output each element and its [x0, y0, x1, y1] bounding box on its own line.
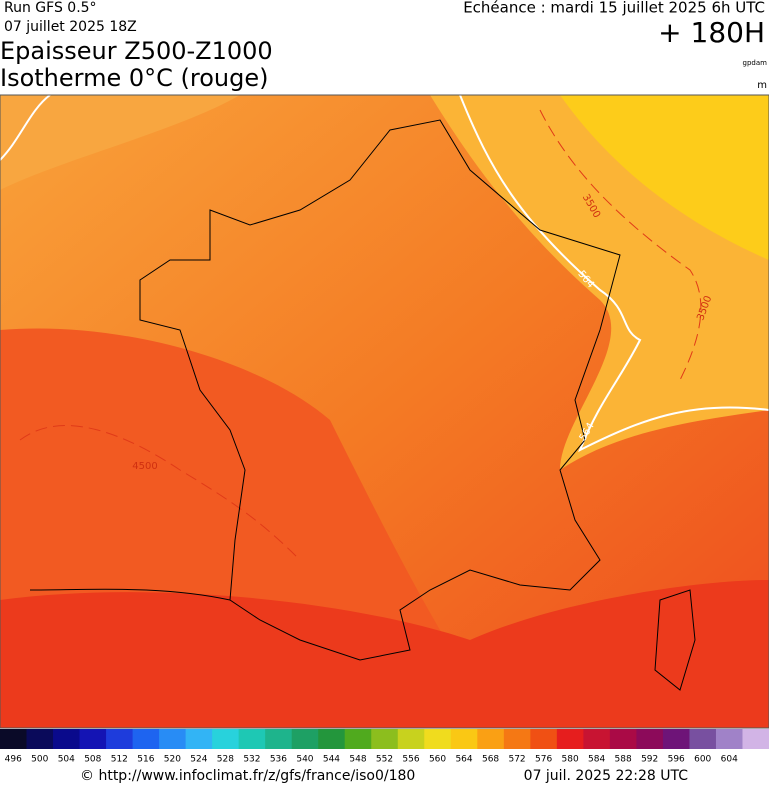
legend-label: 556: [402, 755, 419, 765]
legend-swatch: [238, 729, 266, 749]
legend-swatch: [0, 729, 28, 749]
legend-label: 520: [164, 755, 181, 765]
legend-label: 532: [243, 755, 260, 765]
legend-swatch: [265, 729, 293, 749]
legend-label: 568: [482, 755, 499, 765]
unit: gpdam: [743, 59, 768, 67]
field-zone: [0, 95, 240, 190]
legend-swatch: [159, 729, 187, 749]
legend-label: 552: [376, 755, 393, 765]
legend-label: 504: [58, 755, 75, 765]
isotherm-line: [539, 109, 702, 381]
field-zone: [0, 580, 769, 728]
legend-swatch: [689, 729, 717, 749]
legend-label: 544: [323, 755, 340, 765]
legend-label: 528: [217, 755, 234, 765]
france-outline: [139, 119, 621, 661]
color-legend: 496 500 504 508 512 516 520 524 528 532 536 540 544 5…: [0, 729, 769, 765]
legend-label: 564: [455, 755, 472, 765]
legend-label: 496: [5, 755, 22, 765]
isoline-564: [0, 94, 51, 161]
legend-swatch: [424, 729, 452, 749]
legend-swatch: [344, 729, 372, 749]
generated-time: 07 juil. 2025 22:28 UTC: [524, 768, 689, 784]
legend-swatch: [450, 729, 478, 749]
map-frame: [0, 94, 769, 729]
legend-label: 560: [429, 755, 446, 765]
map: 3500 3500 4500 564 564: [0, 94, 769, 729]
legend-swatch: [715, 729, 743, 749]
legend-swatch: [79, 729, 107, 749]
title: Epaisseur Z500-Z1000: [0, 37, 273, 65]
legend-label: 576: [535, 755, 552, 765]
legend-swatch: [530, 729, 558, 749]
legend-swatch: [318, 729, 346, 749]
legend-swatch: [636, 729, 664, 749]
source-url: © http://www.infoclimat.fr/z/gfs/france/…: [80, 768, 415, 784]
legend-swatch: [212, 729, 240, 749]
legend-swatch: [609, 729, 637, 749]
legend-label: 508: [84, 755, 101, 765]
legend-label: 596: [668, 755, 685, 765]
isotherm-line: [19, 425, 301, 561]
legend-label: 540: [296, 755, 313, 765]
legend-label: 588: [615, 755, 632, 765]
legend-swatch: [371, 729, 399, 749]
legend-label: 584: [588, 755, 605, 765]
legend-label: 548: [349, 755, 366, 765]
legend-swatch: [662, 729, 690, 749]
run-date: 07 juillet 2025 18Z: [4, 19, 137, 35]
contour-label: 4500: [132, 461, 157, 472]
lead-time: + 180H: [658, 16, 765, 49]
legend-label: 536: [270, 755, 287, 765]
legend-label: 592: [641, 755, 658, 765]
legend-swatch: [132, 729, 160, 749]
legend-label: 600: [694, 755, 711, 765]
legend-swatch: [291, 729, 319, 749]
legend-swatch: [583, 729, 611, 749]
legend-swatch: [106, 729, 134, 749]
legend-label: 512: [111, 755, 128, 765]
legend-label: 516: [137, 755, 154, 765]
legend-swatch: [477, 729, 505, 749]
legend-swatch: [26, 729, 54, 749]
subtitle: Isotherme 0°C (rouge): [0, 64, 269, 92]
isoline-564: [459, 94, 769, 453]
legend-label: 524: [190, 755, 207, 765]
legend-label: 500: [31, 755, 48, 765]
legend-label: 572: [508, 755, 525, 765]
legend-swatch: [742, 729, 769, 749]
corsica-outline: [654, 589, 696, 691]
run-label: Run GFS 0.5°: [4, 0, 97, 16]
legend-swatch: [397, 729, 425, 749]
unit: m: [757, 80, 767, 91]
coastline: [29, 588, 231, 601]
field-zone: [560, 95, 769, 260]
legend-label: 604: [721, 755, 738, 765]
legend-swatch: [556, 729, 584, 749]
legend-label: 580: [562, 755, 579, 765]
echeance: Echéance : mardi 15 juillet 2025 6h UTC: [463, 0, 765, 17]
legend-swatch: [503, 729, 531, 749]
legend-swatch: [185, 729, 213, 749]
legend-swatch: [53, 729, 81, 749]
